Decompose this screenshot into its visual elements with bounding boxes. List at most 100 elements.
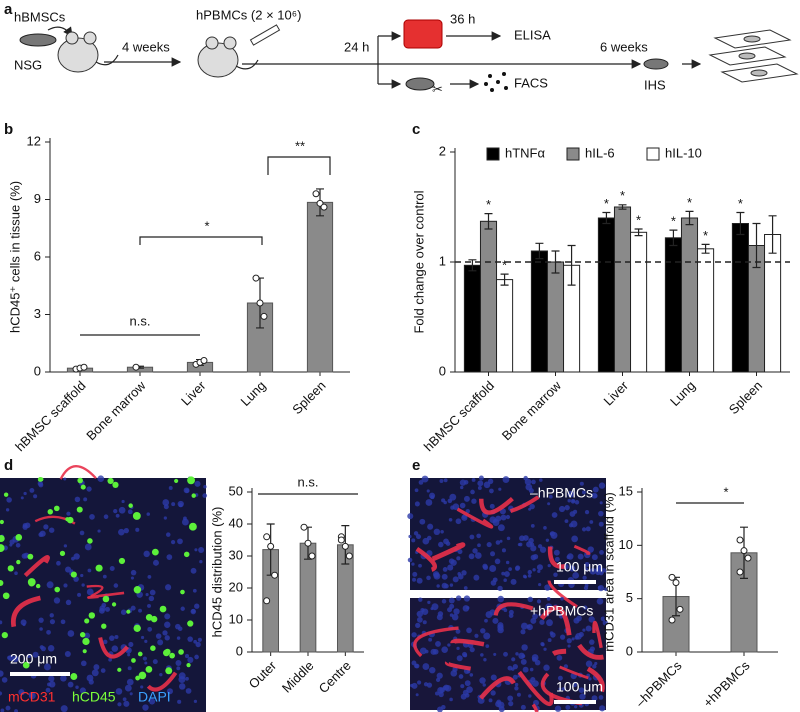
texture (0, 691, 3, 696)
y-axis-label: mCD31 area in scaffold (%) (601, 492, 616, 651)
texture (422, 663, 430, 670)
texture (507, 665, 513, 671)
texture (54, 586, 61, 593)
texture (60, 675, 67, 682)
texture (140, 685, 144, 689)
texture (74, 496, 81, 503)
texture (455, 518, 462, 525)
texture (429, 492, 436, 499)
texture (585, 625, 592, 632)
texture (509, 495, 540, 514)
texture (492, 519, 500, 526)
texture (503, 578, 507, 582)
texture (411, 538, 416, 543)
texture (570, 498, 576, 504)
y-tick-label: 30 (229, 547, 243, 562)
legend-swatch (646, 147, 660, 161)
texture (109, 635, 115, 641)
texture (97, 529, 101, 533)
texture (71, 556, 75, 561)
bar (463, 264, 481, 373)
data-point (345, 552, 353, 560)
texture (501, 571, 505, 576)
texture (111, 602, 117, 607)
texture (414, 663, 420, 669)
texture (528, 507, 532, 511)
texture (137, 651, 143, 657)
texture (67, 630, 75, 637)
x-tick-label: Bone marrow (499, 378, 565, 444)
texture (520, 622, 528, 630)
texture (445, 541, 451, 546)
texture (22, 661, 30, 669)
panel-letter: b (4, 121, 13, 138)
bar (306, 201, 334, 373)
image-label: +hPBMCs (530, 603, 593, 619)
texture (520, 629, 526, 635)
texture (67, 681, 74, 688)
texture (102, 574, 107, 579)
texture (483, 658, 487, 662)
texture (102, 639, 108, 645)
texture (38, 532, 44, 538)
texture (460, 485, 464, 490)
texture (547, 546, 566, 569)
texture (586, 666, 605, 693)
texture (203, 485, 207, 489)
texture (547, 502, 551, 506)
texture (474, 633, 479, 638)
texture (0, 544, 5, 552)
texture (486, 542, 492, 548)
texture (410, 683, 414, 688)
texture (118, 557, 126, 565)
texture (425, 499, 433, 506)
texture (118, 506, 126, 514)
texture (151, 548, 159, 556)
texture (553, 572, 558, 578)
texture (59, 550, 66, 557)
texture (84, 543, 92, 551)
texture (415, 622, 421, 628)
texture (66, 516, 74, 524)
texture (556, 654, 563, 661)
texture (456, 655, 463, 662)
y-tick-label: 12 (27, 133, 41, 148)
annotation: n.s. (130, 313, 151, 328)
annotation: * (204, 218, 209, 233)
texture (194, 603, 200, 609)
texture (470, 489, 475, 495)
significance: * (671, 214, 676, 229)
texture (583, 585, 589, 591)
texture (115, 688, 123, 695)
texture (435, 640, 441, 647)
texture (497, 595, 505, 603)
texture (178, 503, 183, 508)
texture (598, 521, 604, 527)
texture (83, 497, 88, 502)
texture (578, 687, 585, 693)
texture (187, 620, 194, 627)
texture (546, 597, 551, 601)
texture (497, 701, 505, 709)
texture (457, 549, 463, 555)
texture (193, 699, 198, 704)
texture (435, 691, 439, 696)
texture (88, 679, 94, 685)
texture (146, 671, 178, 692)
texture (202, 493, 208, 498)
texture (147, 626, 153, 632)
significance: * (636, 212, 641, 227)
texture (418, 597, 423, 602)
error-bar (567, 244, 576, 286)
texture (463, 495, 470, 502)
texture (449, 583, 454, 587)
x-tick-label: Spleen (289, 378, 328, 417)
texture (450, 505, 455, 510)
texture (447, 643, 451, 647)
bar (664, 237, 682, 373)
texture (187, 476, 195, 485)
texture (187, 656, 194, 663)
y-tick-label: 1 (439, 253, 446, 268)
texture (152, 659, 158, 665)
texture (159, 672, 163, 677)
